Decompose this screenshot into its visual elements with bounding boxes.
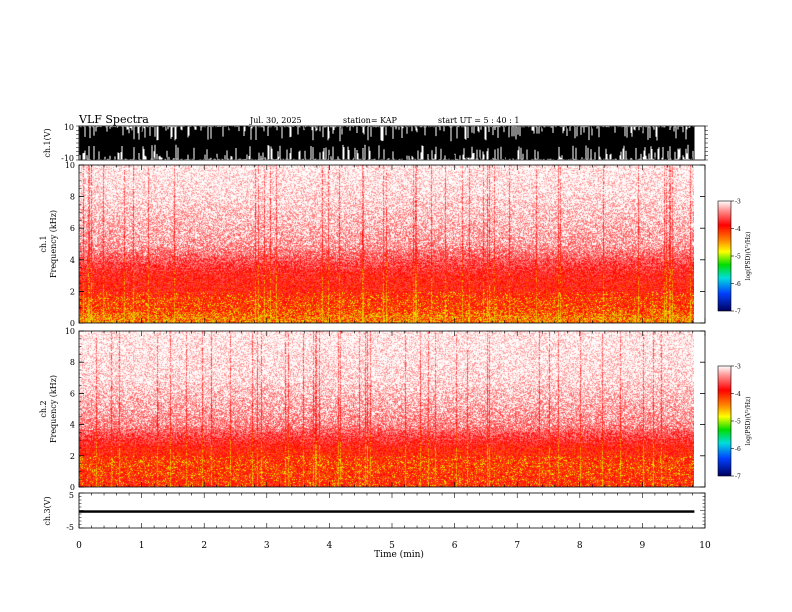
figure-title: VLF Spectra bbox=[78, 113, 149, 126]
ch1-colorbar-label: log(PSD)(V²/Hz) bbox=[745, 232, 752, 281]
x-tick-label-5: 5 bbox=[389, 541, 395, 551]
colorbar-tick-label--4: -4 bbox=[735, 226, 741, 233]
ch2-spectrogram-ytick-label-8: 8 bbox=[70, 358, 75, 367]
colorbar-tick-label--5: -5 bbox=[735, 254, 741, 261]
ch2-spectrogram-ytick-label-10: 10 bbox=[65, 327, 75, 336]
colorbar-tick-label--6: -6 bbox=[735, 446, 741, 453]
x-tick-label-4: 4 bbox=[327, 541, 333, 551]
ch2-colorbar-label: log(PSD)(V²/Hz) bbox=[745, 397, 752, 446]
ch1-waveform-trace bbox=[76, 125, 708, 161]
colorbar-tick-label--4: -4 bbox=[735, 391, 741, 398]
ch1-spectrogram-ytick-label-10: 10 bbox=[65, 161, 75, 170]
ch2-spectrogram-ytick-label-0: 0 bbox=[70, 483, 75, 492]
x-tick-label-2: 2 bbox=[201, 541, 207, 551]
ch2-spectrogram-ytick-label-4: 4 bbox=[70, 421, 75, 430]
ch1-spectrogram-image bbox=[79, 165, 694, 323]
ch1-spectrogram-ytick-label-2: 2 bbox=[70, 287, 75, 296]
x-tick-label-0: 0 bbox=[76, 541, 82, 551]
ch1-colorbar: -3 -4 -5 -6 -7 log(PSD)(V²/Hz) bbox=[717, 199, 752, 316]
ch2-channel-label: ch.2 bbox=[39, 400, 48, 417]
x-tick-label-6: 6 bbox=[452, 541, 458, 551]
ch1-spectrogram-ytick-label-6: 6 bbox=[70, 224, 75, 233]
ch1-spectrogram-ytick-label-0: 0 bbox=[70, 319, 75, 328]
ch1-waveform-panel: 10 -10 ch.1(V) bbox=[43, 123, 708, 163]
ch1-freq-label: Frequency (kHz) bbox=[49, 210, 58, 278]
colorbar-tick-label--7: -7 bbox=[735, 309, 741, 316]
start-time-label: start UT = 5 : 40 : 1 bbox=[438, 116, 519, 125]
ch1-ytick-bottom: -10 bbox=[61, 154, 74, 163]
ch2-freq-label: Frequency (kHz) bbox=[49, 375, 58, 443]
x-tick-label-10: 10 bbox=[699, 541, 711, 551]
date-label: Jul. 30, 2025 bbox=[249, 116, 302, 125]
ch2-spectrogram-ytick-label-6: 6 bbox=[70, 389, 75, 398]
ch3-ytick-top: 5 bbox=[69, 491, 74, 500]
colorbar-tick-label--3: -3 bbox=[735, 199, 741, 206]
time-axis-tick-labels: 0 1 2 3 4 5 6 7 8 9 10 bbox=[76, 541, 711, 551]
ch3-waveform-band bbox=[79, 510, 695, 513]
ch1-channel-label: ch.1 bbox=[39, 235, 48, 252]
ch1-spectrogram-ytick-label-4: 4 bbox=[70, 256, 75, 265]
ch1-waveform-line bbox=[79, 126, 695, 160]
colorbar-tick-label--3: -3 bbox=[735, 364, 741, 371]
ch1-spectrogram-pixels bbox=[79, 165, 694, 323]
ch2-spectrogram-image bbox=[79, 331, 694, 487]
ch2-spectrogram-yticks: 0 2 4 6 8 10 bbox=[65, 327, 705, 492]
x-tick-label-7: 7 bbox=[514, 541, 520, 551]
ch1-ylabel: ch.1(V) bbox=[43, 128, 52, 157]
time-axis-label: Time (min) bbox=[374, 549, 424, 560]
ch1-spectrogram-ytick-label-8: 8 bbox=[70, 193, 75, 202]
x-tick-label-1: 1 bbox=[139, 541, 145, 551]
ch3-waveform-trace bbox=[79, 492, 705, 529]
station-label: station= KAP bbox=[343, 116, 398, 125]
ch1-colorbar-scale bbox=[717, 200, 732, 312]
ch2-colorbar-ticks: -3 -4 -5 -6 -7 bbox=[731, 364, 741, 481]
ch2-colorbar-scale bbox=[717, 365, 732, 477]
ch1-ytick-top: 10 bbox=[64, 123, 74, 132]
ch2-spectrogram-pixels bbox=[79, 331, 694, 487]
ch1-spectrogram-panel: 0 2 4 6 8 10 ch.1 Frequency (kHz) bbox=[39, 161, 706, 328]
x-tick-label-3: 3 bbox=[264, 541, 270, 551]
colorbar-tick-label--6: -6 bbox=[735, 281, 741, 288]
colorbar-tick-label--5: -5 bbox=[735, 419, 741, 426]
ch2-spectrogram-ytick-label-2: 2 bbox=[70, 452, 75, 461]
x-tick-label-8: 8 bbox=[577, 541, 583, 551]
ch3-ytick-bottom: -5 bbox=[66, 523, 74, 532]
ch1-colorbar-ticks: -3 -4 -5 -6 -7 bbox=[731, 199, 741, 316]
ch2-colorbar: -3 -4 -5 -6 -7 log(PSD)(V²/Hz) bbox=[717, 364, 752, 481]
x-tick-label-9: 9 bbox=[640, 541, 646, 551]
ch3-waveform-panel: 5 -5 ch.3(V) bbox=[43, 491, 706, 532]
time-axis-ticks bbox=[78, 126, 706, 528]
ch1-spectrogram-yticks: 0 2 4 6 8 10 bbox=[65, 161, 705, 328]
ch2-spectrogram-panel: 0 2 4 6 8 10 ch.2 Frequency (kHz) bbox=[39, 327, 706, 492]
colorbar-tick-label--7: -7 bbox=[735, 474, 741, 481]
ch3-ylabel: ch.3(V) bbox=[43, 496, 52, 525]
